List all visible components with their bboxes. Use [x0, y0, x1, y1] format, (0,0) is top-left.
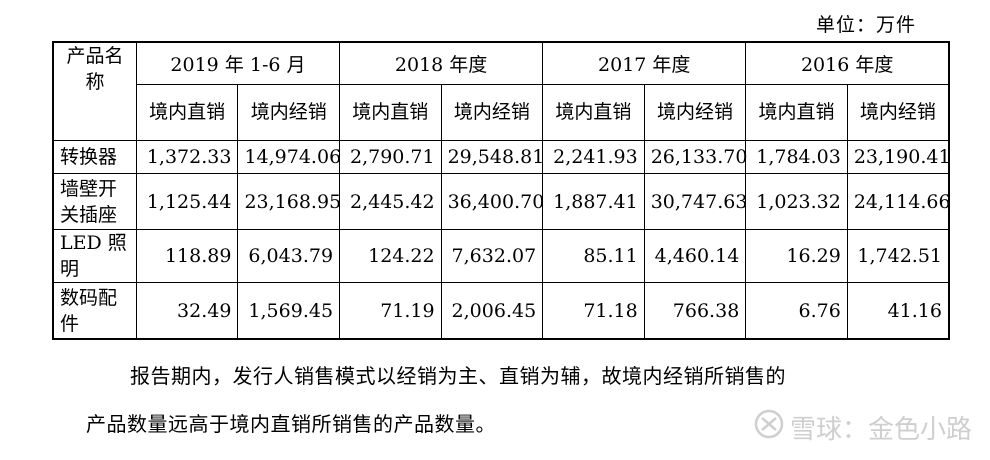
table-cell: 2,790.71	[339, 140, 442, 174]
table-cell: 30,747.63	[643, 173, 747, 230]
table-cell: 85.11	[542, 229, 645, 283]
table-cell: 4,460.14	[643, 229, 747, 283]
year-header-row: 产品名称 2019 年 1-6 月 2018 年度 2017 年度 2016 年…	[52, 41, 950, 141]
channel-header: 境内经销	[237, 84, 341, 141]
table-cell: 1,023.32	[745, 173, 848, 230]
year-header: 2018 年度	[339, 41, 544, 85]
sales-volume-table: 产品名称 2019 年 1-6 月 2018 年度 2017 年度 2016 年…	[52, 41, 951, 340]
product-name: 墙壁开关插座	[52, 173, 137, 230]
year-header: 2016 年度	[745, 41, 950, 85]
table-cell: 2,445.42	[339, 173, 442, 230]
year-header: 2019 年 1-6 月	[135, 41, 341, 85]
table-cell: 6,043.79	[237, 229, 341, 283]
channel-header: 境内经销	[643, 84, 747, 141]
table-row: LED 照明 118.89 6,043.79 124.22 7,632.07 8…	[52, 229, 950, 283]
channel-header-row: 境内直销 境内经销 境内直销 境内经销 境内直销 境内经销 境内直销 境内经销	[53, 84, 950, 141]
table-cell: 29,548.81	[440, 140, 544, 174]
table-cell: 23,168.95	[237, 173, 341, 230]
table-cell: 14,974.06	[237, 140, 341, 174]
watermark-text: 雪球：金色小路	[789, 415, 972, 445]
unit-note: 单位：万件	[815, 14, 916, 36]
table-cell: 24,114.66	[846, 173, 951, 230]
table-cell: 766.38	[643, 282, 747, 340]
table-cell: 118.89	[135, 229, 239, 283]
year-header: 2017 年度	[542, 41, 747, 85]
table-row: 数码配件 32.49 1,569.45 71.19 2,006.45 71.18…	[52, 282, 950, 340]
product-name: 数码配件	[52, 282, 137, 340]
body-paragraph-line-2: 产品数量远高于境内直销所销售的产品数量。	[86, 412, 496, 436]
body-paragraph-line-1: 报告期内，发行人销售模式以经销为主、直销为辅，故境内经销所销售的	[130, 364, 786, 388]
table-cell: 124.22	[339, 229, 442, 283]
table-row: 转换器 1,372.33 14,974.06 2,790.71 29,548.8…	[52, 140, 951, 174]
snowball-logo-icon	[754, 409, 784, 446]
table-cell: 32.49	[135, 282, 239, 340]
table-cell: 36,400.70	[440, 173, 544, 230]
channel-header: 境内直销	[135, 84, 239, 141]
table-cell: 1,742.51	[846, 229, 950, 283]
table-row: 墙壁开关插座 1,125.44 23,168.95 2,445.42 36,40…	[52, 173, 951, 230]
table-cell: 7,632.07	[440, 229, 544, 283]
table-cell: 23,190.41	[846, 140, 951, 174]
table-cell: 71.18	[542, 282, 645, 340]
table-cell: 1,125.44	[135, 173, 239, 230]
table-cell: 41.16	[846, 282, 950, 340]
channel-header: 境内直销	[339, 84, 442, 141]
table-cell: 71.19	[339, 282, 442, 340]
table-cell: 26,133.70	[643, 140, 747, 174]
channel-header: 境内经销	[846, 84, 950, 141]
product-name: 转换器	[52, 140, 137, 174]
table-cell: 1,887.41	[542, 173, 645, 230]
product-column-header: 产品名称	[52, 41, 137, 141]
table-cell: 6.76	[745, 282, 848, 340]
table-cell: 2,241.93	[542, 140, 645, 174]
table-cell: 1,569.45	[237, 282, 341, 340]
table-cell: 1,784.03	[745, 140, 848, 174]
table-cell: 2,006.45	[440, 282, 544, 340]
table-cell: 1,372.33	[135, 140, 239, 174]
product-name: LED 照明	[52, 229, 137, 283]
table-cell: 16.29	[745, 229, 848, 283]
watermark: 雪球：金色小路	[754, 409, 972, 446]
channel-header: 境内直销	[542, 84, 645, 141]
channel-header: 境内直销	[745, 84, 848, 141]
channel-header: 境内经销	[440, 84, 544, 141]
